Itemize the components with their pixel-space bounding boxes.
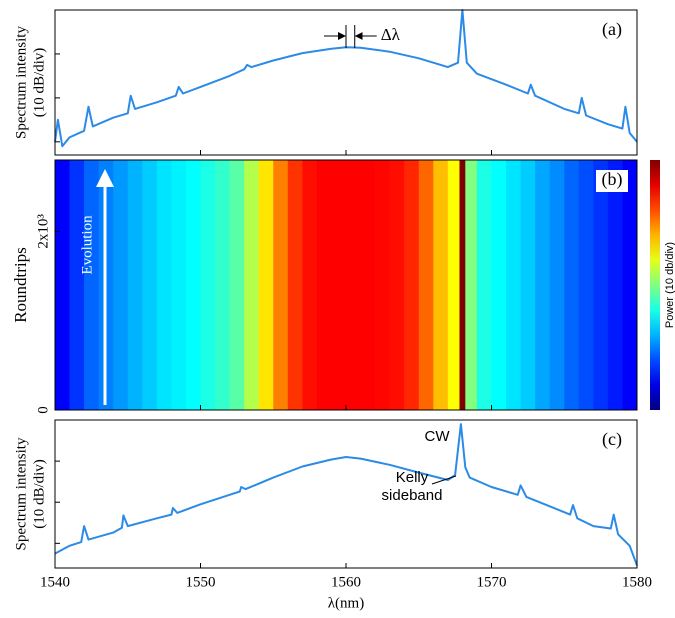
heat-column — [113, 160, 129, 410]
panel-label-bg — [596, 170, 628, 192]
heat-column — [156, 160, 172, 410]
heat-column — [404, 160, 420, 410]
heat-column — [84, 160, 100, 410]
panel-label: (b) — [602, 169, 623, 190]
heat-column — [142, 160, 158, 410]
y-axis-label: Spectrum intensity — [13, 437, 29, 550]
y-tick-label: 2x10³ — [35, 214, 51, 249]
heat-column — [418, 160, 434, 410]
x-axis-label: λ(nm) — [328, 595, 364, 611]
heat-column — [244, 160, 260, 410]
heat-column — [549, 160, 565, 410]
heat-column — [287, 160, 303, 410]
kelly-label: Kelly — [396, 469, 429, 486]
x-tick-label: 1560 — [331, 574, 361, 590]
kelly-leader — [431, 475, 457, 485]
y-axis-label: (10 dB/div) — [31, 48, 47, 118]
x-tick-label: 1570 — [477, 574, 507, 590]
y-axis-label: Roundtrips — [11, 247, 30, 323]
cw-label: CW — [425, 428, 451, 445]
heat-column — [127, 160, 143, 410]
heat-column — [459, 160, 466, 410]
heat-column — [622, 160, 638, 410]
heat-column — [360, 160, 376, 410]
heat-column — [346, 160, 361, 410]
heat-column — [535, 160, 551, 410]
heat-column — [465, 160, 478, 410]
heat-column — [375, 160, 391, 410]
panel-label: (a) — [602, 19, 622, 40]
x-tick-label: 1550 — [186, 574, 216, 590]
main-layer: Spectrum intensity (10 dB/div)(a)ΔλPower … — [11, 9, 675, 611]
heat-column — [69, 160, 85, 410]
heat-column — [491, 160, 507, 410]
heat-column — [331, 160, 347, 410]
plot-frame — [54, 419, 638, 569]
y-axis-label: (10 dB/div) — [31, 459, 47, 529]
heat-column — [564, 160, 580, 410]
heat-column — [607, 160, 623, 410]
panel-label: (c) — [602, 429, 622, 450]
x-tick-label: 1540 — [40, 574, 70, 590]
heatmap-layer — [55, 160, 638, 410]
heat-column — [215, 160, 230, 410]
heat-column — [171, 160, 187, 410]
heat-column — [593, 160, 609, 410]
heat-column — [520, 160, 536, 410]
delta-label: Δλ — [381, 25, 401, 44]
y-axis-label: Spectrum intensity — [13, 26, 29, 139]
heat-column — [200, 160, 216, 410]
heat-column — [55, 160, 70, 410]
heat-column — [476, 160, 492, 410]
heat-column — [447, 160, 460, 410]
evolution-label: Evolution — [79, 215, 95, 275]
heat-column — [185, 160, 201, 410]
kelly-label: sideband — [382, 487, 443, 504]
y-tick-label: 0 — [35, 406, 51, 414]
heat-column — [258, 160, 274, 410]
heat-column — [389, 160, 405, 410]
heat-column — [316, 160, 332, 410]
heat-column — [302, 160, 318, 410]
heat-column — [578, 160, 594, 410]
colorbar-label: Power (10 db/div) — [664, 242, 675, 328]
spectrum-line — [54, 9, 638, 148]
colorbar — [650, 160, 660, 410]
heat-column — [433, 160, 449, 410]
heat-column — [506, 160, 521, 410]
x-tick-label: 1580 — [622, 574, 652, 590]
heat-column — [229, 160, 245, 410]
spectrum-line — [54, 423, 638, 566]
heat-column — [273, 160, 289, 410]
